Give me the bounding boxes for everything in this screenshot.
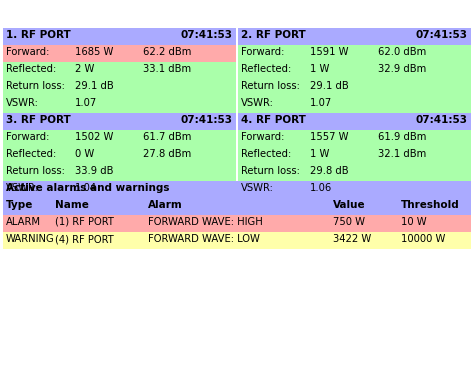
Bar <box>238 113 471 130</box>
Text: 29.1 dB: 29.1 dB <box>310 81 349 91</box>
Bar <box>3 198 471 215</box>
Bar <box>3 45 236 62</box>
Text: VSWR:: VSWR: <box>6 183 39 193</box>
Text: (4) RF PORT: (4) RF PORT <box>55 234 114 244</box>
Text: Active alarms and warnings: Active alarms and warnings <box>6 183 170 193</box>
Bar <box>3 79 236 96</box>
Text: Return loss:: Return loss: <box>6 81 65 91</box>
Text: 3. RF PORT: 3. RF PORT <box>6 115 71 125</box>
Bar <box>3 130 236 147</box>
Bar <box>238 130 471 147</box>
Text: WARNING: WARNING <box>6 234 55 244</box>
Bar <box>238 45 471 62</box>
Text: 33.9 dB: 33.9 dB <box>75 166 113 176</box>
Text: (1) RF PORT: (1) RF PORT <box>55 217 114 227</box>
Text: 1502 W: 1502 W <box>75 132 113 142</box>
Bar <box>238 28 471 45</box>
Bar <box>3 96 236 113</box>
Text: 1 W: 1 W <box>310 64 329 74</box>
Bar <box>3 147 236 164</box>
Text: 10000 W: 10000 W <box>401 234 446 244</box>
Text: 29.1 dB: 29.1 dB <box>75 81 114 91</box>
Text: 1 W: 1 W <box>310 149 329 159</box>
Text: 27.8 dBm: 27.8 dBm <box>143 149 191 159</box>
Text: 1557 W: 1557 W <box>310 132 348 142</box>
Text: 61.7 dBm: 61.7 dBm <box>143 132 191 142</box>
Text: Forward:: Forward: <box>241 132 284 142</box>
Bar <box>3 28 236 45</box>
Text: Forward:: Forward: <box>241 47 284 57</box>
Text: Value: Value <box>333 200 365 210</box>
Text: Reflected:: Reflected: <box>241 149 291 159</box>
Text: Forward:: Forward: <box>6 47 49 57</box>
Bar <box>238 79 471 96</box>
Bar <box>3 181 471 198</box>
Text: 0 W: 0 W <box>75 149 94 159</box>
Text: 62.0 dBm: 62.0 dBm <box>378 47 426 57</box>
Bar <box>238 96 471 113</box>
Bar <box>3 164 236 181</box>
Bar <box>238 147 471 164</box>
Text: VSWR:: VSWR: <box>6 98 39 108</box>
Text: 1.06: 1.06 <box>310 183 332 193</box>
Text: VSWR:: VSWR: <box>241 183 274 193</box>
Text: 1.07: 1.07 <box>75 98 97 108</box>
Bar <box>3 232 471 249</box>
Text: FORWARD WAVE: LOW: FORWARD WAVE: LOW <box>148 234 260 244</box>
Text: 10 W: 10 W <box>401 217 427 227</box>
Text: 07:41:53: 07:41:53 <box>181 115 233 125</box>
Text: 29.8 dB: 29.8 dB <box>310 166 348 176</box>
Text: 2. RF PORT: 2. RF PORT <box>241 30 306 40</box>
Text: FORWARD WAVE: HIGH: FORWARD WAVE: HIGH <box>148 217 263 227</box>
Text: 1.04: 1.04 <box>75 183 97 193</box>
Text: Name: Name <box>55 200 89 210</box>
Text: Return loss:: Return loss: <box>241 166 300 176</box>
Bar <box>3 181 236 198</box>
Text: 61.9 dBm: 61.9 dBm <box>378 132 427 142</box>
Bar <box>3 62 236 79</box>
Text: 33.1 dBm: 33.1 dBm <box>143 64 191 74</box>
Text: 07:41:53: 07:41:53 <box>181 30 233 40</box>
Text: 1. RF PORT: 1. RF PORT <box>6 30 71 40</box>
Text: Threshold: Threshold <box>401 200 460 210</box>
Text: VSWR:: VSWR: <box>241 98 274 108</box>
Text: 62.2 dBm: 62.2 dBm <box>143 47 191 57</box>
Text: 1591 W: 1591 W <box>310 47 348 57</box>
Text: 1.07: 1.07 <box>310 98 332 108</box>
Text: ALARM: ALARM <box>6 217 41 227</box>
Text: Reflected:: Reflected: <box>6 64 56 74</box>
Text: 2 W: 2 W <box>75 64 94 74</box>
Text: Reflected:: Reflected: <box>241 64 291 74</box>
Bar <box>3 215 471 232</box>
Text: 32.9 dBm: 32.9 dBm <box>378 64 426 74</box>
Bar <box>238 62 471 79</box>
Text: 4. RF PORT: 4. RF PORT <box>241 115 306 125</box>
Text: 07:41:53: 07:41:53 <box>416 30 468 40</box>
Text: Reflected:: Reflected: <box>6 149 56 159</box>
Text: 3422 W: 3422 W <box>333 234 371 244</box>
Bar <box>3 113 236 130</box>
Text: Return loss:: Return loss: <box>241 81 300 91</box>
Text: 1685 W: 1685 W <box>75 47 113 57</box>
Text: 32.1 dBm: 32.1 dBm <box>378 149 426 159</box>
Bar <box>238 164 471 181</box>
Text: Return loss:: Return loss: <box>6 166 65 176</box>
Text: Alarm: Alarm <box>148 200 183 210</box>
Text: 07:41:53: 07:41:53 <box>416 115 468 125</box>
Text: 750 W: 750 W <box>333 217 365 227</box>
Text: Type: Type <box>6 200 33 210</box>
Bar <box>238 181 471 198</box>
Text: Forward:: Forward: <box>6 132 49 142</box>
